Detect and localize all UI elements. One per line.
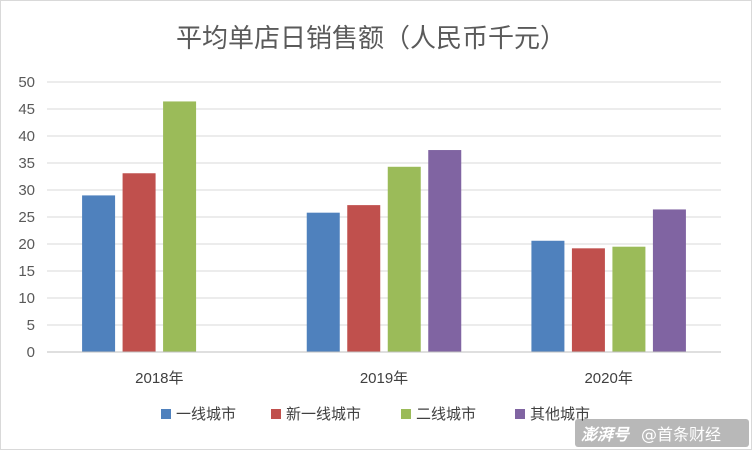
legend-swatch: [401, 409, 411, 419]
y-tick-label: 45: [18, 101, 35, 118]
legend-label: 新一线城市: [286, 405, 361, 423]
bar: [163, 101, 197, 352]
x-axis-categories: 2018年 2019年 2020年: [135, 370, 633, 387]
bar: [306, 212, 340, 352]
bar: [612, 246, 646, 352]
bar: [387, 166, 421, 352]
bar: [571, 248, 605, 352]
y-tick-label: 10: [18, 290, 35, 307]
bar: [82, 195, 116, 352]
legend-swatch: [161, 409, 171, 419]
y-tick-label: 5: [27, 317, 35, 334]
y-tick-label: 40: [18, 128, 35, 145]
bar: [347, 205, 381, 352]
y-tick-label: 50: [18, 74, 35, 91]
x-category-label: 2019年: [360, 370, 408, 387]
chart-title: 平均单店日销售额（人民币千元）: [176, 24, 566, 54]
bar: [531, 240, 565, 352]
legend-swatch: [515, 409, 525, 419]
legend-swatch: [271, 409, 281, 419]
legend-label: 其他城市: [530, 405, 590, 423]
y-tick-label: 20: [18, 236, 35, 253]
y-axis-ticks: 0 5 10 15 20 25 30 35 40 45 50: [18, 74, 35, 361]
bar: [428, 150, 462, 352]
y-tick-label: 30: [18, 182, 35, 199]
bars: [82, 101, 686, 352]
legend: 一线城市 新一线城市 二线城市 其他城市: [161, 405, 590, 423]
legend-label: 二线城市: [416, 405, 476, 423]
watermark-brand: 澎湃号: [581, 425, 631, 444]
watermark: 澎湃号 @首条财经: [575, 419, 749, 447]
bar: [122, 173, 156, 352]
legend-label: 一线城市: [176, 405, 236, 423]
y-tick-label: 0: [27, 344, 35, 361]
watermark-background: [575, 419, 749, 447]
y-tick-label: 25: [18, 209, 35, 226]
gridlines: [47, 81, 721, 326]
y-tick-label: 35: [18, 155, 35, 172]
x-category-label: 2020年: [584, 370, 632, 387]
watermark-author: @首条财经: [641, 425, 721, 444]
y-tick-label: 15: [18, 263, 35, 280]
x-category-label: 2018年: [135, 370, 183, 387]
bar: [652, 209, 686, 352]
